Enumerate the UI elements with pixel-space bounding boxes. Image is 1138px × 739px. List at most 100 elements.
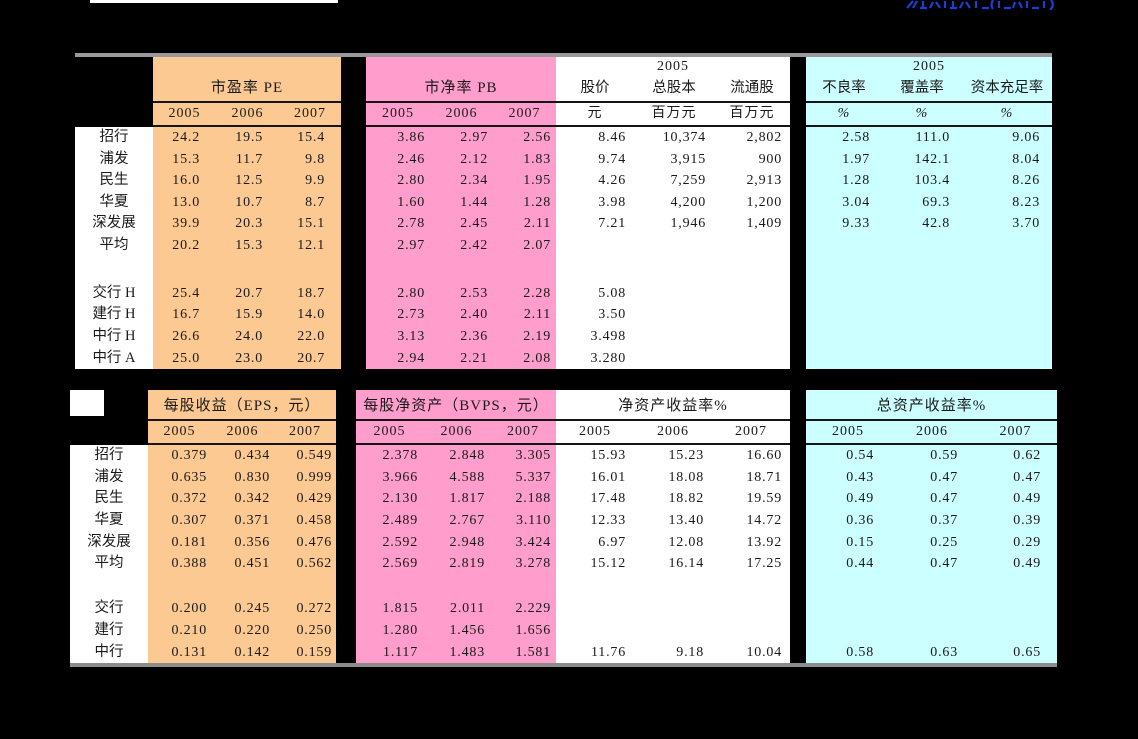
table-cell: 23.0 <box>216 347 279 370</box>
table-cell: 2.11 <box>493 213 556 235</box>
sub-header: 2006 <box>216 103 279 127</box>
table-cell <box>211 575 274 599</box>
table-cell: 0.388 <box>148 553 211 576</box>
group-year-header: 2005 <box>913 59 945 74</box>
table-cell: 2.12 <box>430 148 493 171</box>
table-cell: 7.21 <box>556 213 634 235</box>
row-label <box>75 256 153 283</box>
sub-header: % <box>882 103 962 127</box>
table-cell: 14.72 <box>712 510 790 532</box>
table-cell: 13.92 <box>712 531 790 554</box>
table-cell: 2.97 <box>366 234 430 257</box>
table-cell: 15.1 <box>279 213 341 235</box>
table-cell: 2.40 <box>430 304 493 326</box>
table-cell: 2.73 <box>366 304 430 326</box>
table-cell <box>634 575 712 599</box>
table-cell <box>714 304 790 326</box>
table-cell: 16.14 <box>634 553 712 576</box>
table-cell: 0.39 <box>974 510 1057 532</box>
table-cell: 1,200 <box>714 191 790 214</box>
row-label: 中行 H <box>75 325 153 348</box>
table-cell: 3.98 <box>556 191 634 214</box>
table-cell: 0.63 <box>890 641 974 664</box>
table-cell: 42.8 <box>882 213 962 235</box>
sub-header: 2007 <box>493 103 556 127</box>
table-cell: 20.7 <box>279 347 341 370</box>
sub-header: 2005 <box>556 421 634 445</box>
table-cell: 2.19 <box>493 325 556 348</box>
row-label: 民生 <box>75 170 153 192</box>
table-cell: 6.97 <box>556 531 634 554</box>
table-cell: 1.28 <box>806 170 882 192</box>
column-name-header: 流通股 <box>730 80 774 96</box>
table-cell: 11.76 <box>556 641 634 664</box>
table-cell <box>882 256 962 283</box>
table-cell: 2.80 <box>366 170 430 192</box>
table-cell: 1.815 <box>356 598 423 620</box>
table-cell: 0.181 <box>148 531 211 554</box>
table-cell <box>216 256 279 283</box>
table-cell: 2.11 <box>493 304 556 326</box>
table-cell: 17.48 <box>556 488 634 511</box>
table-cell <box>556 575 634 599</box>
column-name-header: 总股本 <box>652 80 696 96</box>
table-cell <box>806 256 882 283</box>
table-cell: 13.40 <box>634 510 712 532</box>
table-cell: 1.280 <box>356 619 423 642</box>
table-cell <box>274 575 336 599</box>
table-cell: 0.451 <box>211 553 274 576</box>
sub-header: 2006 <box>211 421 274 445</box>
row-label: 民生 <box>70 488 148 511</box>
table-cell: 25.4 <box>153 282 216 305</box>
table-cell: 24.0 <box>216 325 279 348</box>
table-cell: 1.581 <box>490 641 556 664</box>
table-cell: 0.49 <box>974 488 1057 511</box>
table-cell: 2.42 <box>430 234 493 257</box>
table-cell: 1.117 <box>356 641 423 664</box>
header-underline <box>90 0 338 3</box>
table-cell <box>882 347 962 370</box>
table-cell: 2.489 <box>356 510 423 532</box>
earnings-table: 每股收益（EPS，元） 2005 2006 2007 每股净资产（BVPS，元） 2005… <box>70 390 1057 668</box>
table-cell: 1.656 <box>490 619 556 642</box>
table-cell: 0.37 <box>890 510 974 532</box>
table-cell: 15.9 <box>216 304 279 326</box>
table-cell: 0.25 <box>890 531 974 554</box>
table-cell: 2.948 <box>423 531 490 554</box>
group-title: 每股净资产（BVPS，元） <box>356 390 556 421</box>
table-cell: 0.44 <box>806 553 890 576</box>
table-cell <box>279 256 341 283</box>
table-cell <box>806 598 890 620</box>
table-cell: 2.011 <box>423 598 490 620</box>
table-cell <box>634 282 714 305</box>
table-cell: 9.8 <box>279 148 341 171</box>
table-cell: 2.819 <box>423 553 490 576</box>
table-cell: 0.635 <box>148 466 211 489</box>
table-cell <box>806 619 890 642</box>
table-cell <box>634 598 712 620</box>
column-name-header: 股价 <box>580 80 610 96</box>
table-cell: 0.220 <box>211 619 274 642</box>
table-cell <box>806 234 882 257</box>
table-cell: 1.817 <box>423 488 490 511</box>
table-cell <box>493 256 556 283</box>
sub-header: 2007 <box>274 421 336 445</box>
sub-header: 百万元 <box>634 103 714 127</box>
table-cell: 2.848 <box>423 445 490 467</box>
table-cell: 0.29 <box>974 531 1057 554</box>
row-label: 华夏 <box>70 510 148 532</box>
row-label: 建行 <box>70 619 148 642</box>
table-cell: 2.569 <box>356 553 423 576</box>
table-cell: 15.3 <box>153 148 216 171</box>
table-cell: 0.159 <box>274 641 336 664</box>
table-cell: 7,259 <box>634 170 714 192</box>
table-cell <box>714 325 790 348</box>
table-cell: 2.28 <box>493 282 556 305</box>
table-cell <box>634 234 714 257</box>
table-cell: 2.07 <box>493 234 556 257</box>
table-cell: 2.56 <box>493 127 556 149</box>
table-cell: 0.210 <box>148 619 211 642</box>
row-label: 中行 A <box>75 347 153 370</box>
group-title: 净资产收益率% <box>556 390 790 421</box>
row-label: 招行 <box>75 127 153 149</box>
